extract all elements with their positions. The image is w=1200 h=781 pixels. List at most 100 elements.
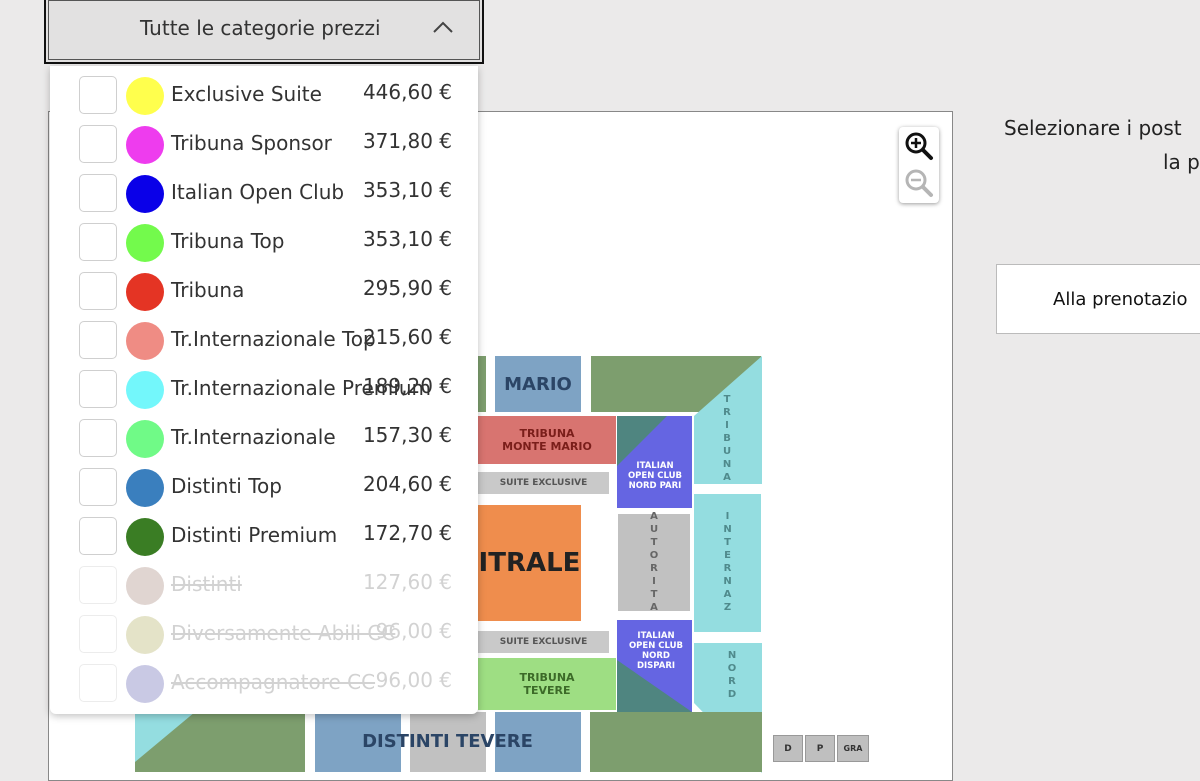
category-checkbox xyxy=(79,566,117,604)
category-row[interactable]: Tribuna Top 353,10 € xyxy=(50,213,478,262)
category-checkbox xyxy=(79,664,117,702)
category-row[interactable]: Italian Open Club 353,10 € xyxy=(50,164,478,213)
category-price: 96,00 € xyxy=(375,619,452,643)
zoom-in-icon[interactable] xyxy=(903,130,935,162)
instruction-line-1: Selezionare i post xyxy=(1004,116,1182,140)
section-bottom-gray[interactable] xyxy=(410,712,486,772)
box-p[interactable]: P xyxy=(805,735,835,762)
category-color-dot xyxy=(126,469,164,507)
section-internaz[interactable]: INTERNAZ xyxy=(694,494,761,632)
section-internaz-label: INTERNAZ xyxy=(722,511,733,615)
category-checkbox[interactable] xyxy=(79,419,117,457)
box-p-label: P xyxy=(816,743,824,754)
section-mario[interactable]: MARIO xyxy=(495,356,581,412)
category-price: 189,20 € xyxy=(362,374,452,398)
category-row: Accompagnatore CC 96,00 € xyxy=(50,654,478,703)
section-bottom-left-green[interactable] xyxy=(135,712,305,772)
section-ioc-nord-dispari-shape[interactable] xyxy=(617,620,692,712)
box-d[interactable]: D xyxy=(773,735,803,762)
category-row[interactable]: Distinti Top 204,60 € xyxy=(50,458,478,507)
category-checkbox xyxy=(79,615,117,653)
category-color-dot xyxy=(126,224,164,262)
section-centrale[interactable]: ITRALE xyxy=(478,505,581,621)
price-category-list: Exclusive Suite 446,60 € Tribuna Sponsor 37… xyxy=(50,66,478,714)
section-autorita[interactable]: AUTORITA xyxy=(618,511,690,615)
booking-button-label: Alla prenotazio xyxy=(1053,289,1188,310)
section-distinti-tevere-label: DISTINTI TEVERE xyxy=(362,730,533,752)
category-label: Distinti Top xyxy=(171,474,282,498)
category-label: Tribuna Sponsor xyxy=(171,131,332,155)
category-row[interactable]: Tribuna 295,90 € xyxy=(50,262,478,311)
category-color-dot xyxy=(126,371,164,409)
zoom-out-icon[interactable] xyxy=(903,167,935,199)
section-tribuna-vertical[interactable]: TRIBUNA xyxy=(712,394,742,485)
category-row: Distinti 127,60 € xyxy=(50,556,478,605)
chevron-up-icon[interactable] xyxy=(430,14,456,40)
section-suite-exclusive-bottom[interactable]: SUITE EXCLUSIVE xyxy=(478,631,609,653)
section-tribuna-monte-mario[interactable]: TRIBUNA MONTE MARIO xyxy=(478,416,616,464)
category-row: Diversamente Abili CC 96,00 € xyxy=(50,605,478,654)
category-checkbox[interactable] xyxy=(79,223,117,261)
category-label: Distinti Premium xyxy=(171,523,338,547)
section-nord[interactable]: NORD xyxy=(712,646,752,706)
box-gra[interactable]: GRA xyxy=(837,735,869,762)
section-ioc-nord-pari-shape[interactable] xyxy=(617,416,692,508)
booking-button[interactable]: Alla prenotazio xyxy=(996,264,1200,334)
category-row[interactable]: Tr.Internazionale 157,30 € xyxy=(50,409,478,458)
category-price: 371,80 € xyxy=(362,129,452,153)
section-suite-exclusive-top-label: SUITE EXCLUSIVE xyxy=(499,478,588,488)
section-nord-label: NORD xyxy=(726,650,738,702)
category-color-dot xyxy=(126,665,164,703)
category-color-dot xyxy=(126,420,164,458)
category-checkbox[interactable] xyxy=(79,370,117,408)
category-row[interactable]: Tr.Internazionale Top 215,60 € xyxy=(50,311,478,360)
price-category-dropdown[interactable]: Tutte le categorie prezzi xyxy=(44,0,484,64)
category-price: 295,90 € xyxy=(362,276,452,300)
section-ioc-nord-pari[interactable]: ITALIAN OPEN CLUB NORD PARI xyxy=(620,448,690,504)
category-price: 446,60 € xyxy=(362,80,452,104)
category-checkbox[interactable] xyxy=(79,76,117,114)
instruction-line-2: la p xyxy=(1163,150,1200,174)
section-tribuna-tevere[interactable]: TRIBUNA TEVERE xyxy=(478,658,616,710)
category-checkbox[interactable] xyxy=(79,125,117,163)
section-autorita-label: AUTORITA xyxy=(648,510,660,615)
section-bottom-blue-1[interactable] xyxy=(315,712,401,772)
category-label: Tribuna Top xyxy=(171,229,285,253)
section-ioc-nord-pari-label: ITALIAN OPEN CLUB NORD PARI xyxy=(627,461,683,491)
category-label: Italian Open Club xyxy=(171,180,345,204)
category-label: Tr.Internazionale xyxy=(171,425,336,449)
section-tribuna-tevere-label: TRIBUNA TEVERE xyxy=(519,671,575,697)
section-centrale-label: ITRALE xyxy=(478,548,581,578)
section-mario-label: MARIO xyxy=(504,373,572,395)
section-tribuna-monte-mario-label: TRIBUNA MONTE MARIO xyxy=(502,427,592,453)
category-label: Distinti xyxy=(171,572,242,596)
category-price: 96,00 € xyxy=(375,668,452,692)
category-row[interactable]: Tr.Internazionale Premium 189,20 € xyxy=(50,360,478,409)
section-bottom-blue-2[interactable] xyxy=(495,712,581,772)
category-color-dot xyxy=(126,567,164,605)
section-ioc-nord-dispari[interactable]: ITALIAN OPEN CLUB NORD DISPARI xyxy=(620,624,692,678)
category-row[interactable]: Distinti Premium 172,70 € xyxy=(50,507,478,556)
section-bottom-right-green[interactable] xyxy=(590,712,762,772)
category-checkbox[interactable] xyxy=(79,174,117,212)
category-row[interactable]: Tribuna Sponsor 371,80 € xyxy=(50,115,478,164)
category-checkbox[interactable] xyxy=(79,468,117,506)
category-price: 172,70 € xyxy=(362,521,452,545)
category-checkbox[interactable] xyxy=(79,321,117,359)
category-label: Diversamente Abili CC xyxy=(171,621,396,645)
section-suite-exclusive-bottom-label: SUITE EXCLUSIVE xyxy=(499,637,588,647)
category-color-dot xyxy=(126,126,164,164)
category-price: 215,60 € xyxy=(362,325,452,349)
section-tribuna-vertical-shape[interactable] xyxy=(694,356,762,484)
category-color-dot xyxy=(126,77,164,115)
section-suite-exclusive-top[interactable]: SUITE EXCLUSIVE xyxy=(478,472,609,494)
category-checkbox[interactable] xyxy=(79,517,117,555)
box-gra-label: GRA xyxy=(843,744,863,753)
category-row[interactable]: Exclusive Suite 446,60 € xyxy=(50,66,478,115)
category-color-dot xyxy=(126,175,164,213)
category-label: Tr.Internazionale Premium xyxy=(171,376,431,400)
category-price: 127,60 € xyxy=(362,570,452,594)
category-label: Accompagnatore CC xyxy=(171,670,376,694)
category-price: 353,10 € xyxy=(362,178,452,202)
category-checkbox[interactable] xyxy=(79,272,117,310)
